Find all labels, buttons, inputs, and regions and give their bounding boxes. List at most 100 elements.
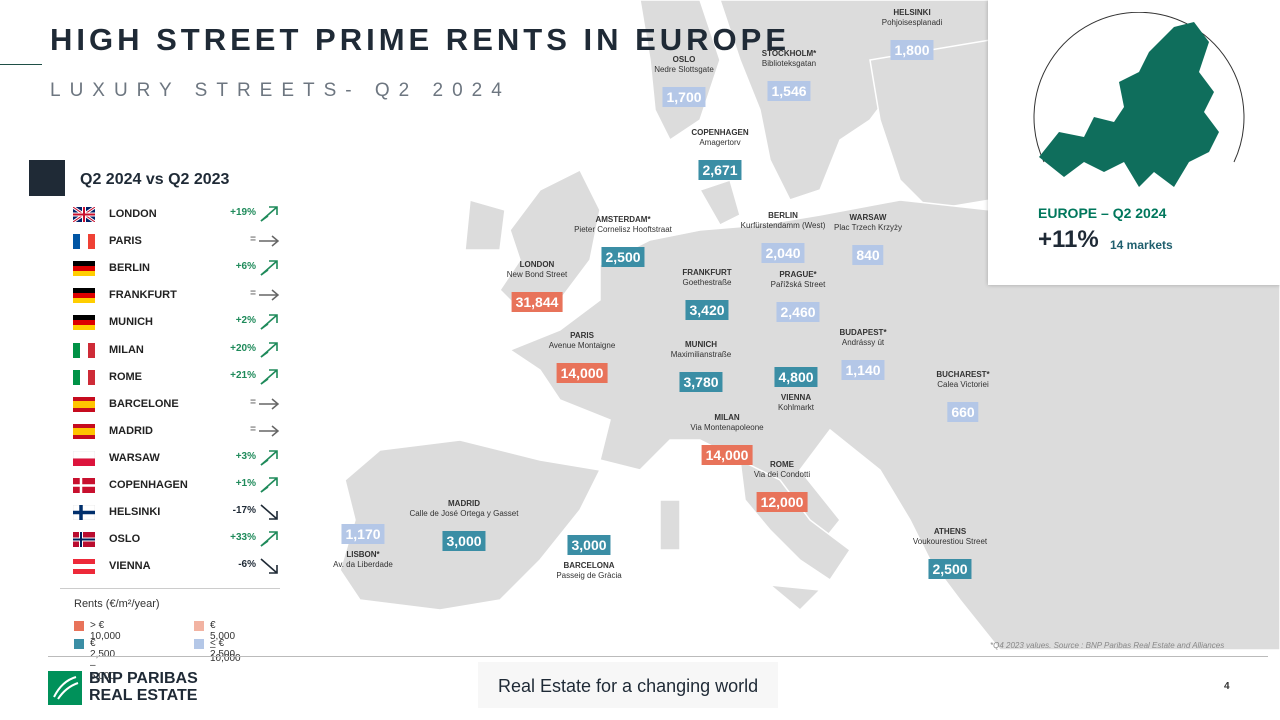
flag <box>73 261 95 277</box>
marker-city: VIENNA <box>780 393 812 402</box>
marker-street: Plac Trzech Krzyży <box>833 223 903 232</box>
trend-arrow <box>260 531 278 547</box>
logo-line1: BNP PARIBAS <box>89 670 198 687</box>
flag <box>73 478 95 493</box>
marker-city: MILAN <box>714 413 740 422</box>
row-change: +1% <box>235 478 256 489</box>
row-city: MILAN <box>109 343 144 356</box>
europe-icon <box>1033 12 1245 187</box>
row-change: = <box>250 288 256 300</box>
row-city: FRANKFURT <box>109 289 177 302</box>
rent-box: 14,000 <box>701 445 753 465</box>
rent-box: 1,546 <box>767 81 811 101</box>
marker-street: Via dei Condotti <box>753 470 811 479</box>
row-city: BERLIN <box>109 262 150 275</box>
legend-title: Rents (€/m²/year) <box>74 598 160 610</box>
marker-city: LISBON* <box>346 550 380 559</box>
trend-arrow <box>260 450 278 466</box>
inset-note: 14 markets <box>1110 238 1173 252</box>
trend-arrow <box>260 558 278 575</box>
marker-city: ROME <box>770 460 794 469</box>
marker-street: Avenue Montaigne <box>548 341 616 350</box>
row-change: +33% <box>230 532 256 544</box>
row-change: -6% <box>238 559 256 571</box>
europe-inset: EUROPE – Q2 2024 +11% 14 markets <box>988 0 1280 285</box>
legend-swatch <box>194 621 204 631</box>
marker-street: Passeig de Gràcia <box>556 571 622 580</box>
page-number: 4 <box>1224 681 1230 692</box>
marker-street: Andrássy út <box>841 338 885 347</box>
rent-box: 3,780 <box>679 372 723 392</box>
trend-arrow <box>259 235 280 247</box>
legend-swatch <box>74 639 84 649</box>
inset-value: +11% <box>1038 226 1099 253</box>
row-city: WARSAW <box>109 451 160 464</box>
marker-city: OSLO <box>672 55 696 64</box>
title-rule <box>0 64 42 65</box>
rent-box: 2,500 <box>928 559 972 579</box>
marker-street: Goethestraße <box>682 278 732 287</box>
trend-arrow <box>259 425 280 437</box>
rent-box: 3,000 <box>567 535 611 555</box>
flag <box>73 207 95 222</box>
logo-line2: REAL ESTATE <box>89 687 198 704</box>
marker-street: Pařížská Street <box>770 280 826 289</box>
trend-arrow <box>259 289 280 301</box>
flag <box>73 369 95 385</box>
marker-city: BUCHAREST* <box>936 370 990 379</box>
flag <box>73 559 95 575</box>
row-change: = <box>250 234 256 246</box>
flag <box>73 234 95 250</box>
row-change: -17% <box>232 505 256 517</box>
row-city: MUNICH <box>109 316 153 329</box>
rent-box: 3,420 <box>685 300 729 320</box>
title: HIGH STREET PRIME RENTS IN EUROPE <box>50 22 791 57</box>
rent-box: 2,460 <box>776 302 820 322</box>
trend-arrow <box>260 368 278 385</box>
flag <box>73 288 95 304</box>
trend-arrow <box>260 314 278 331</box>
marker-street: Pieter Cornelisz Hooftstraat <box>574 225 672 234</box>
flag <box>73 342 95 358</box>
rent-box: 840 <box>852 245 884 265</box>
marker-street: Nedre Slottsgate <box>654 65 714 74</box>
rent-box: 31,844 <box>511 292 563 312</box>
trend-arrow <box>260 477 278 493</box>
flag <box>73 450 95 466</box>
row-change: +2% <box>235 315 256 327</box>
trend-arrow <box>260 260 278 276</box>
marker-street: Voukourestiou Street <box>912 537 988 546</box>
flag <box>73 505 95 521</box>
marker-city: ATHENS <box>933 527 967 536</box>
marker-street: Maximilianstraße <box>670 350 732 359</box>
source-note: *Q4 2023 values. Source : BNP Paribas Re… <box>990 641 1225 650</box>
row-change: +3% <box>235 450 256 462</box>
row-city: BARCELONE <box>109 397 179 410</box>
row-city: MADRID <box>109 424 153 437</box>
row-change: +21% <box>230 369 256 381</box>
trend-arrow <box>260 341 278 358</box>
row-change: +20% <box>230 342 256 354</box>
marker-street: Via Montenapoleone <box>690 423 764 432</box>
comparison-heading: Q2 2024 vs Q2 2023 <box>80 171 230 188</box>
flag <box>73 315 95 331</box>
legend-swatch <box>74 621 84 631</box>
trend-arrow <box>260 504 278 520</box>
footer-rule <box>48 656 1268 657</box>
marker-city: AMSTERDAM* <box>595 215 651 224</box>
marker-city: MUNICH <box>685 340 717 349</box>
marker-street: Amagertorv <box>699 138 741 147</box>
rent-box: 14,000 <box>556 363 608 383</box>
rent-box: 660 <box>947 402 979 422</box>
row-city: ROME <box>109 370 142 383</box>
marker-city: PRAGUE* <box>779 270 817 279</box>
trend-arrow <box>259 398 280 410</box>
legend-label: € 2,500 – 5,000 <box>90 638 116 682</box>
row-change: +6% <box>235 261 256 273</box>
row-city: VIENNA <box>109 560 151 573</box>
legend-label: < € 2,500 <box>210 638 236 660</box>
rent-box: 1,170 <box>341 524 385 544</box>
legend-swatch <box>194 639 204 649</box>
rent-box: 1,700 <box>662 87 706 107</box>
marker-street: Av. da Liberdade <box>333 560 393 569</box>
